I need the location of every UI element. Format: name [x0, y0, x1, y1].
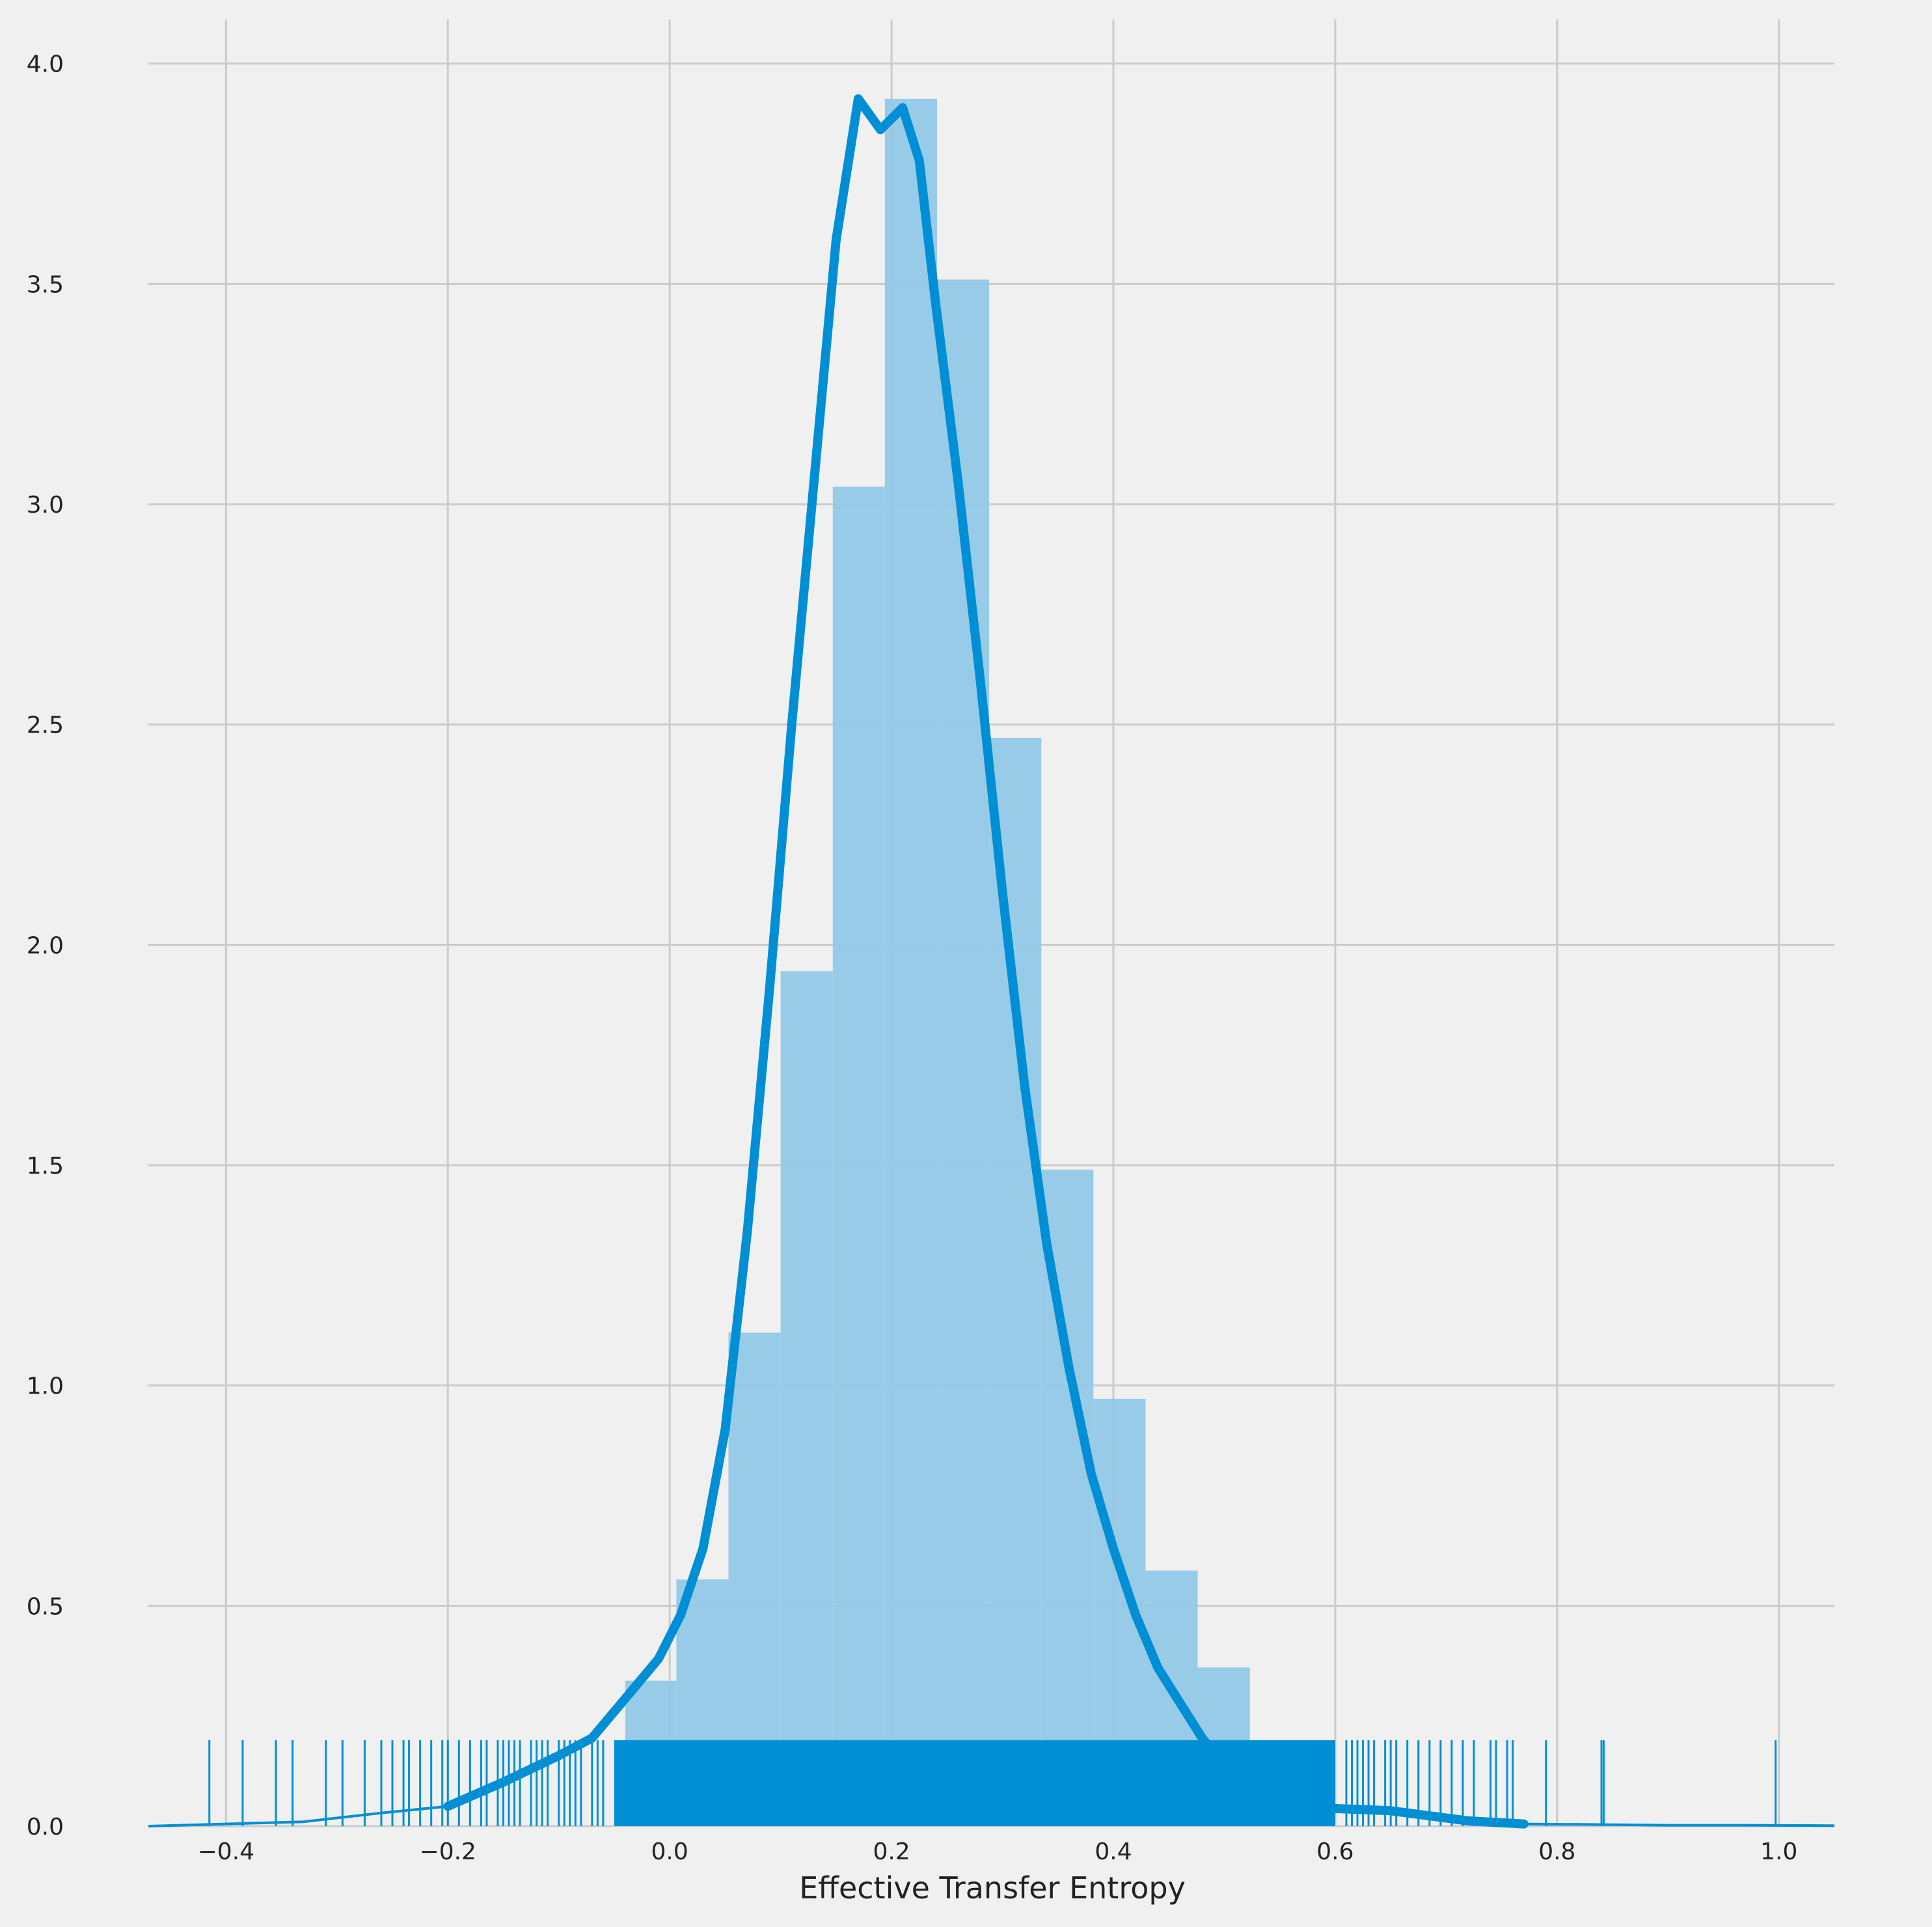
kde-curve	[148, 94, 1835, 1829]
y-tick-label: 4.0	[27, 51, 64, 78]
y-tick-label: 0.5	[27, 1593, 64, 1620]
rug-dense-band	[614, 1740, 1335, 1826]
y-tick-label: 2.5	[27, 712, 64, 739]
x-tick-label: 1.0	[1760, 1839, 1797, 1865]
x-tick-label: −0.4	[198, 1839, 254, 1865]
y-tick-label: 2.0	[27, 932, 64, 959]
kde-line	[443, 94, 1529, 1829]
x-tick-label: 0.8	[1538, 1839, 1575, 1865]
y-tick-labels: 0.0 0.5 1.0 1.5 2.0 2.5 3.0 3.5 4.0	[27, 51, 64, 1840]
histogram-bar	[780, 971, 833, 1826]
x-axis-label: Effective Transfer Entropy	[799, 1870, 1186, 1906]
x-tick-label: 0.6	[1316, 1839, 1354, 1865]
y-tick-label: 3.0	[27, 492, 64, 519]
y-tick-label: 0.0	[27, 1814, 64, 1840]
y-tick-label: 1.0	[27, 1373, 64, 1400]
x-tick-label: −0.2	[420, 1839, 476, 1865]
histogram-bar	[884, 98, 937, 1827]
histogram-bar	[832, 486, 885, 1827]
x-tick-label: 0.0	[651, 1839, 688, 1865]
x-tick-labels: −0.4 −0.2 0.0 0.2 0.4 0.6 0.8 1.0	[198, 1839, 1798, 1865]
x-tick-label: 0.4	[1095, 1839, 1132, 1865]
histogram-bar	[989, 738, 1042, 1826]
y-tick-label: 3.5	[27, 271, 64, 298]
x-tick-label: 0.2	[873, 1839, 910, 1865]
y-tick-label: 1.5	[27, 1153, 64, 1179]
